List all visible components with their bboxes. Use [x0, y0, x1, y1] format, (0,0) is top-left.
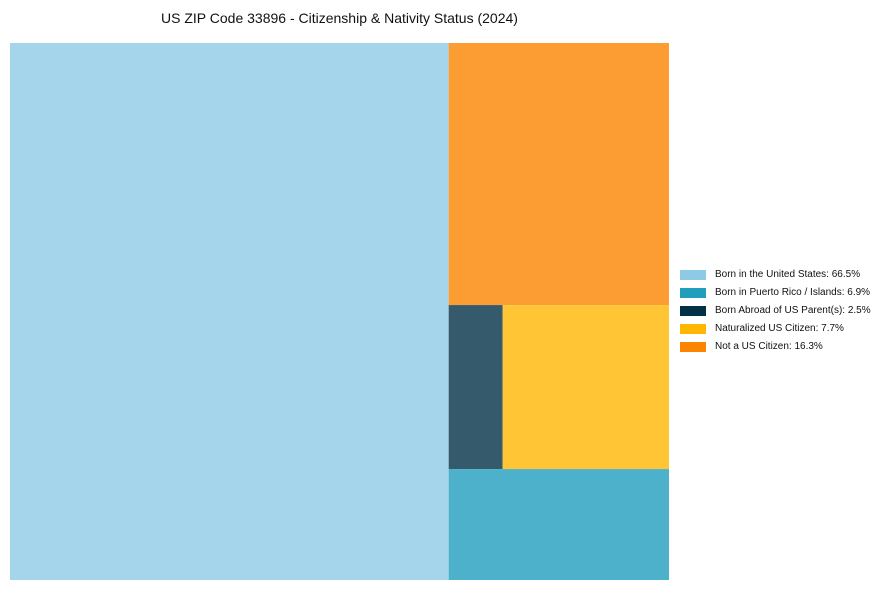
legend-label: Not a US Citizen: 16.3% [715, 340, 823, 352]
chart-legend: Born in the United States: 66.5% Born in … [680, 267, 885, 357]
chart-title: US ZIP Code 33896 - Citizenship & Nativi… [161, 10, 518, 26]
legend-item-not-a-us-citizen: Not a US Citizen: 16.3% [680, 339, 885, 354]
legend-item-born-abroad-of-us-parent-s: Born Abroad of US Parent(s): 2.5% [680, 303, 885, 318]
legend-label: Born Abroad of US Parent(s): 2.5% [715, 304, 871, 316]
legend-item-born-in-puerto-rico-islands: Born in Puerto Rico / Islands: 6.9% [680, 285, 885, 300]
legend-swatch [680, 305, 706, 316]
treemap-tile-born-abroad-of-us-parent-s [448, 305, 503, 470]
legend-item-born-in-the-united-states: Born in the United States: 66.5% [680, 267, 885, 282]
legend-label: Born in the United States: 66.5% [715, 268, 861, 280]
treemap-chart [10, 43, 669, 580]
treemap-tile-naturalized-us-citizen [502, 305, 669, 470]
legend-swatch [680, 269, 706, 280]
treemap-tile-born-in-the-united-states [10, 43, 449, 580]
legend-swatch [680, 341, 706, 352]
legend-item-naturalized-us-citizen: Naturalized US Citizen: 7.7% [680, 321, 885, 336]
legend-swatch [680, 323, 706, 334]
treemap-tile-born-in-puerto-rico-islands [448, 469, 669, 580]
legend-swatch [680, 287, 706, 298]
legend-label: Naturalized US Citizen: 7.7% [715, 322, 844, 334]
treemap-tile-not-a-us-citizen [448, 43, 669, 306]
legend-label: Born in Puerto Rico / Islands: 6.9% [715, 286, 871, 298]
